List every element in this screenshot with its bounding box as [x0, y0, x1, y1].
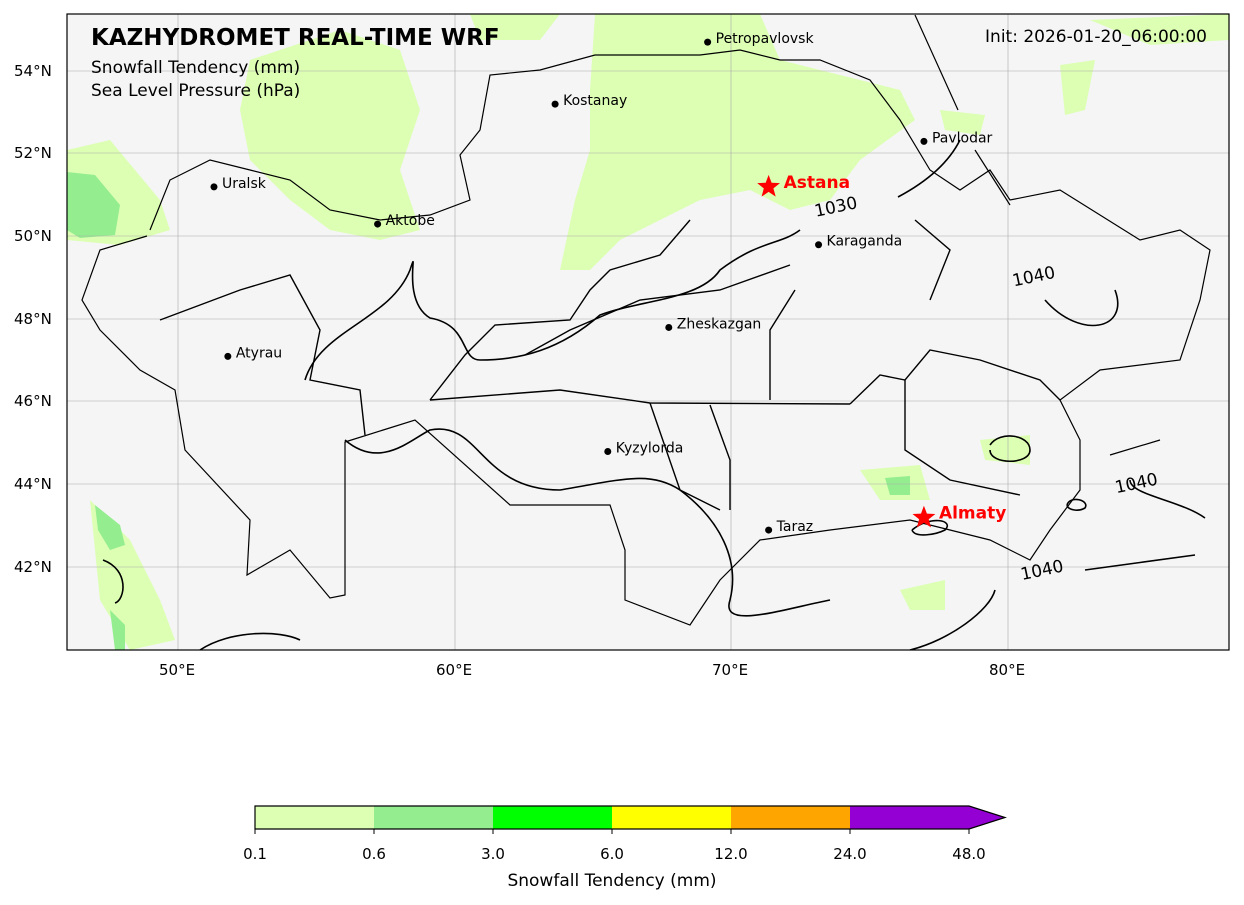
lat-tick: 42°N	[14, 558, 52, 576]
capital-label: Almaty	[939, 504, 1006, 524]
colorbar-segment	[612, 806, 731, 829]
colorbar-tick: 48.0	[952, 845, 986, 863]
init-time: Init: 2026-01-20_06:00:00	[985, 27, 1207, 47]
city-marker-icon	[704, 38, 712, 46]
colorbar-tick: 3.0	[481, 845, 505, 863]
map-frame	[66, 13, 1230, 651]
lon-tick: 80°E	[989, 661, 1026, 679]
subtitle-snowfall: Snowfall Tendency (mm)	[91, 58, 301, 78]
region-borders	[159, 219, 1061, 511]
colorbar-segment	[255, 806, 374, 829]
lon-tick: 60°E	[436, 661, 473, 679]
city-label: Taraz	[776, 519, 814, 535]
city-label: Petropavlovsk	[716, 31, 815, 47]
colorbar-segment	[731, 806, 850, 829]
city-label: Pavlodar	[932, 130, 993, 146]
city-marker-icon	[815, 241, 823, 249]
capital-star-icon	[757, 174, 780, 197]
capital-label: Astana	[784, 173, 850, 193]
city-label: Uralsk	[222, 176, 267, 192]
colorbar-tick: 6.0	[600, 845, 624, 863]
lat-tick: 52°N	[14, 144, 52, 162]
capital-star-icon	[912, 505, 936, 528]
city-marker-icon	[551, 100, 559, 108]
country-borders	[81, 14, 1211, 626]
map-title: KAZHYDROMET REAL-TIME WRF	[91, 25, 500, 51]
lon-tick: 70°E	[712, 661, 749, 679]
city-label: Karaganda	[827, 234, 903, 250]
colorbar-extend-arrow	[850, 806, 1005, 829]
lat-tick: 44°N	[14, 475, 52, 493]
snowfall-shading-heavy	[67, 172, 910, 650]
city-marker-icon	[765, 526, 773, 534]
city-marker-icon	[224, 352, 232, 360]
colorbar-segment	[374, 806, 493, 829]
lat-tick: 50°N	[14, 227, 52, 245]
lat-tick: 46°N	[14, 392, 52, 410]
isobars	[102, 139, 1206, 650]
colorbar-tick: 0.1	[243, 845, 267, 863]
colorbar	[254, 805, 1007, 834]
city-marker-icon	[665, 323, 673, 331]
city-marker-icon	[374, 220, 382, 228]
lon-tick: 50°E	[159, 661, 196, 679]
city-label: Atyrau	[236, 345, 282, 361]
gridlines	[67, 14, 1229, 650]
city-marker-icon	[604, 448, 612, 456]
city-label: Zheskazgan	[677, 316, 762, 332]
colorbar-tick: 0.6	[362, 845, 386, 863]
city-label: Kostanay	[563, 93, 627, 109]
city-label: Aktobe	[386, 213, 435, 229]
colorbar-tick: 12.0	[714, 845, 748, 863]
colorbar-label: Snowfall Tendency (mm)	[507, 871, 717, 891]
lat-tick: 54°N	[14, 62, 52, 80]
colorbar-segment	[493, 806, 612, 829]
colorbar-outline	[254, 805, 1007, 830]
subtitle-pressure: Sea Level Pressure (hPa)	[91, 81, 301, 101]
city-marker-icon	[210, 183, 218, 191]
city-label: Kyzylorda	[616, 441, 684, 457]
colorbar-tick: 24.0	[833, 845, 867, 863]
lat-tick: 48°N	[14, 310, 52, 328]
city-marker-icon	[920, 137, 928, 145]
